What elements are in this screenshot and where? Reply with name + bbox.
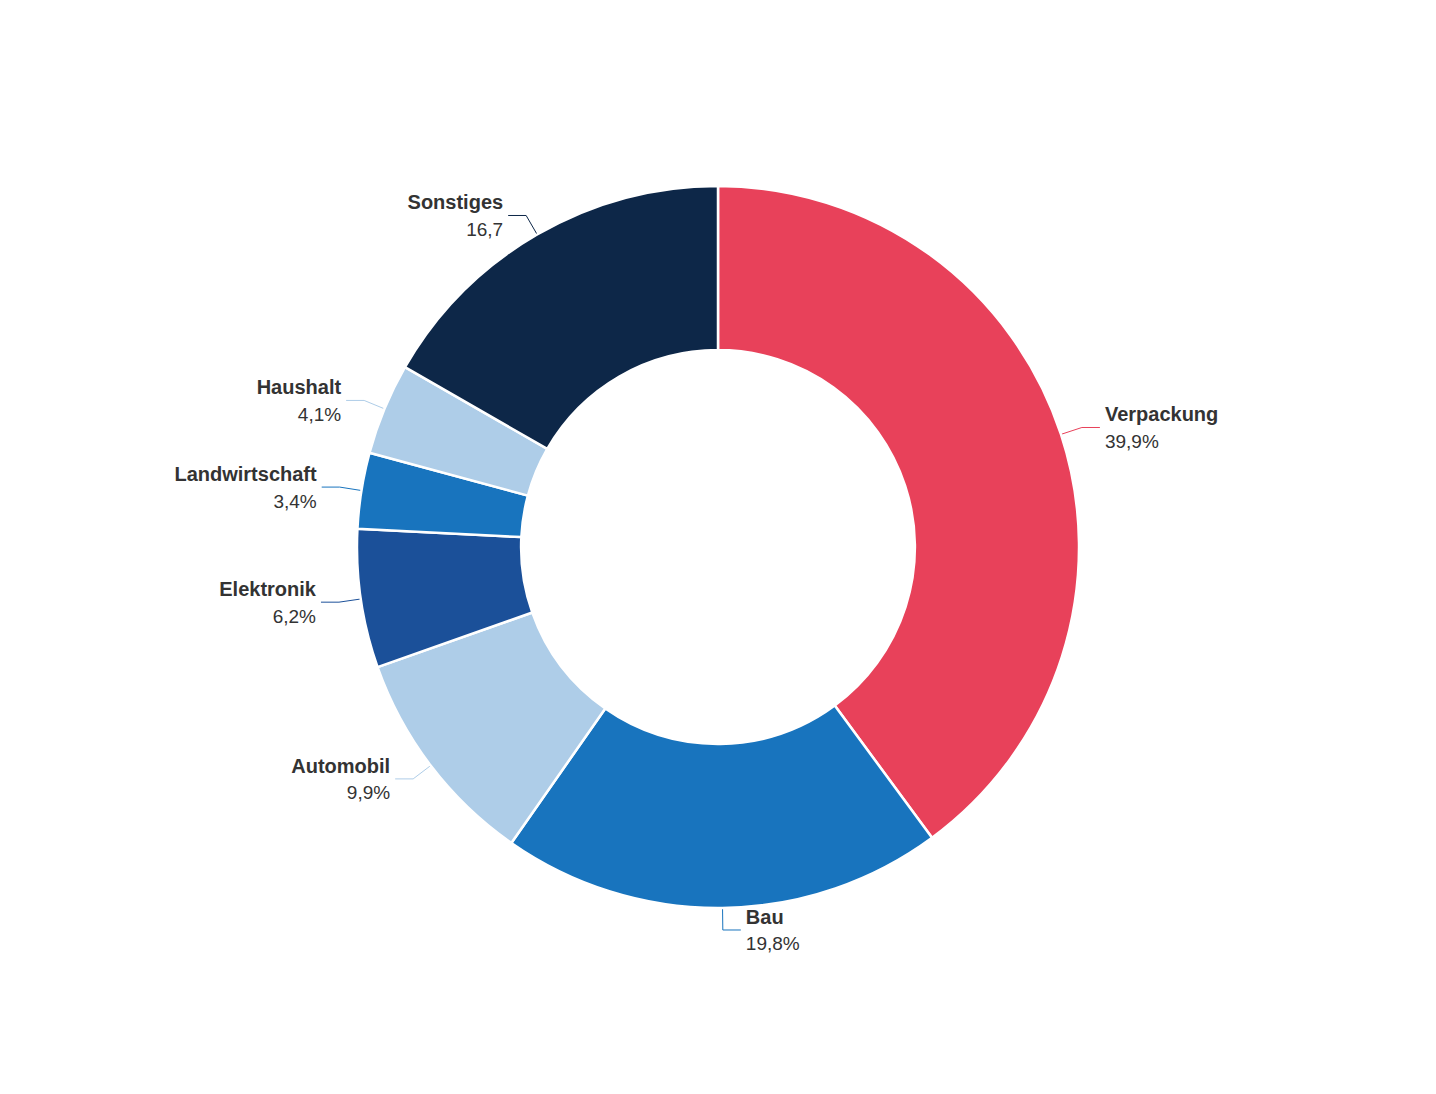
svg-text:39,9%: 39,9% [1105, 431, 1159, 452]
svg-text:Verpackung: Verpackung [1105, 403, 1218, 425]
svg-text:Bau: Bau [746, 906, 784, 928]
svg-text:16,7: 16,7 [466, 219, 503, 240]
svg-text:3,4%: 3,4% [273, 491, 316, 512]
svg-text:Automobil: Automobil [291, 755, 390, 777]
svg-text:4,1%: 4,1% [298, 404, 341, 425]
svg-text:Haushalt: Haushalt [257, 376, 342, 398]
svg-text:6,2%: 6,2% [273, 606, 316, 627]
svg-text:Elektronik: Elektronik [219, 578, 317, 600]
svg-text:Landwirtschaft: Landwirtschaft [174, 463, 317, 485]
svg-text:19,8%: 19,8% [746, 933, 800, 954]
svg-text:Sonstiges: Sonstiges [408, 191, 504, 213]
svg-text:9,9%: 9,9% [347, 782, 390, 803]
